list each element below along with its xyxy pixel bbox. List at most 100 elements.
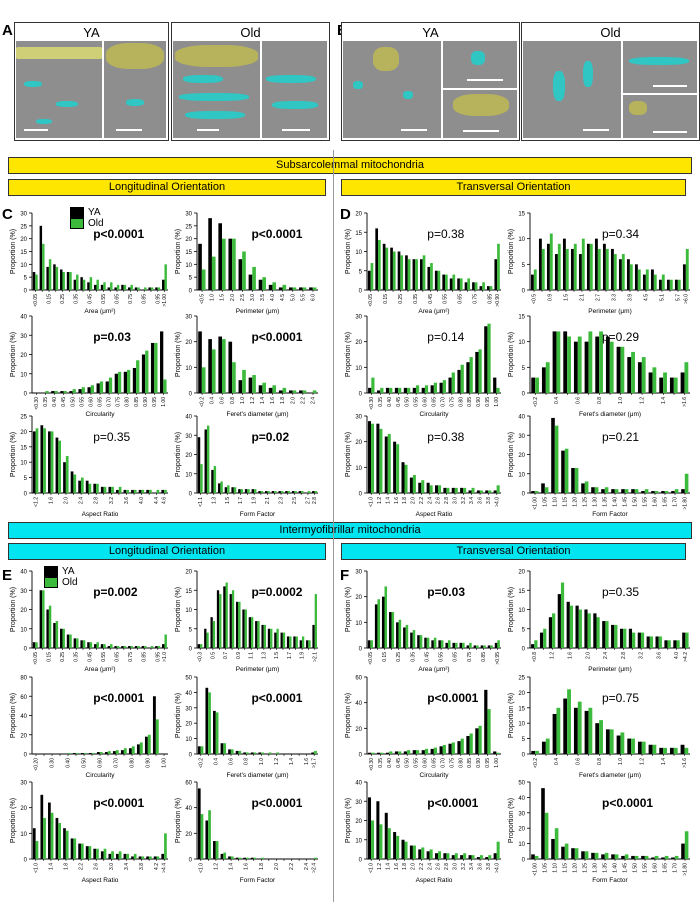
bar-ya (673, 640, 677, 648)
bar-ya (136, 744, 140, 754)
micrograph-title-b-old: Old (600, 25, 621, 40)
legend-swatch-ya (44, 566, 58, 577)
bar-old (462, 642, 465, 648)
bar-ya (616, 735, 621, 754)
x-tick-label: 0.80 (125, 397, 131, 407)
bar-old (157, 287, 161, 290)
bar-ya (561, 450, 565, 493)
imf-mito (56, 101, 78, 107)
x-tick-label: 1.3 (211, 497, 217, 504)
x-tick-label: 2.7 (305, 497, 311, 504)
bar-old (136, 360, 140, 393)
bar-ya (551, 417, 555, 493)
x-tick-label: >6.0 (684, 294, 690, 304)
y-tick-label: 10 (355, 250, 362, 256)
bar-old (574, 848, 579, 859)
bar-ya (484, 326, 488, 393)
y-tick-label: 10 (518, 340, 525, 346)
bar-ya (401, 462, 405, 493)
bar-ya (48, 431, 51, 493)
y-tick-label: 20 (20, 237, 27, 243)
imf-trans-label: Transversal Orientation (341, 543, 686, 560)
bar-ya (601, 489, 605, 493)
x-tick-label: 3.8 (139, 863, 145, 870)
x-tick-label: <0.2 (200, 397, 206, 407)
bar-old (231, 590, 235, 648)
bar-old (141, 856, 145, 859)
p-value-annotation: p<0.0001 (251, 330, 302, 344)
bar-ya (586, 243, 590, 290)
y-tick-label: 0 (24, 392, 28, 398)
x-tick-label: 0.85 (481, 652, 487, 662)
y-tick-label: 20 (20, 806, 27, 812)
bar-ya (268, 284, 273, 290)
bar-ya (631, 489, 635, 493)
bar-ya (39, 590, 43, 648)
bar-ya (244, 489, 248, 493)
x-tick-label: 0.85 (142, 294, 148, 304)
bar-old (604, 487, 609, 493)
bar-ya (235, 857, 239, 859)
bar-old (164, 264, 167, 290)
x-tick-label: 1.8 (402, 863, 408, 870)
y-tick-label: 40 (185, 691, 192, 697)
x-tick-label: 0.40 (387, 397, 393, 407)
bar-old (69, 634, 72, 648)
y-tick-label: 40 (20, 315, 27, 321)
x-tick-label: 3.8 (486, 497, 492, 504)
bar-old (649, 636, 654, 648)
y-tick-label: 0 (189, 492, 193, 498)
bar-ya (141, 646, 145, 648)
x-axis-label: Perimeter (μm) (588, 666, 631, 673)
bar-old (594, 487, 599, 493)
x-tick-label: 0.4 (213, 758, 219, 765)
bar-old (257, 621, 260, 648)
p-value-annotation: p=0.03 (93, 330, 131, 344)
x-tick-label: >1.7 (312, 758, 318, 768)
bar-ya (445, 642, 448, 648)
bar-ya (457, 741, 461, 754)
x-tick-label: 4.4 (154, 497, 160, 504)
p-value-annotation: p=0.02 (251, 430, 289, 444)
bar-old (389, 387, 393, 393)
x-tick-label: >4.2 (683, 652, 689, 662)
bar-ya (616, 346, 621, 393)
y-tick-label: 0 (359, 492, 363, 498)
bar-old (211, 256, 216, 290)
x-tick-label: 0.55 (101, 294, 107, 304)
scale-bar (583, 129, 609, 131)
bar-old (415, 750, 420, 754)
bar-old (232, 362, 236, 393)
bar-ya (431, 640, 434, 648)
p-value-annotation: p=0.0002 (251, 585, 302, 599)
bar-ya (161, 853, 165, 859)
bar-old (371, 752, 375, 754)
bar-old (543, 628, 547, 648)
bar-old (103, 644, 106, 648)
bar-ya (94, 284, 97, 290)
bar-old (127, 369, 131, 393)
p-value-annotation: p<0.0001 (602, 796, 653, 810)
bar-ya (243, 752, 247, 754)
bar-ya (626, 259, 630, 290)
x-tick-label: 3.5 (260, 294, 266, 301)
y-tick-label: 40 (185, 806, 192, 812)
em-image-b-ya-main (343, 41, 441, 138)
y-axis-label: Proportion (%) (345, 432, 352, 477)
bar-ya (412, 387, 416, 393)
bar-old (588, 707, 593, 754)
bar-old (535, 750, 539, 754)
imf-mito (272, 101, 318, 109)
bar-old (282, 387, 287, 393)
bar-old (451, 742, 455, 754)
y-axis-label: Proportion (%) (10, 432, 17, 477)
bar-ya (487, 645, 491, 648)
bar-ya (85, 480, 89, 493)
y-tick-label: 0 (189, 289, 193, 295)
x-tick-label: 5.0 (290, 294, 296, 301)
bar-old (471, 487, 475, 493)
bar-old (557, 243, 561, 290)
bar-old (211, 349, 216, 393)
x-tick-label: 0.35 (378, 397, 384, 407)
